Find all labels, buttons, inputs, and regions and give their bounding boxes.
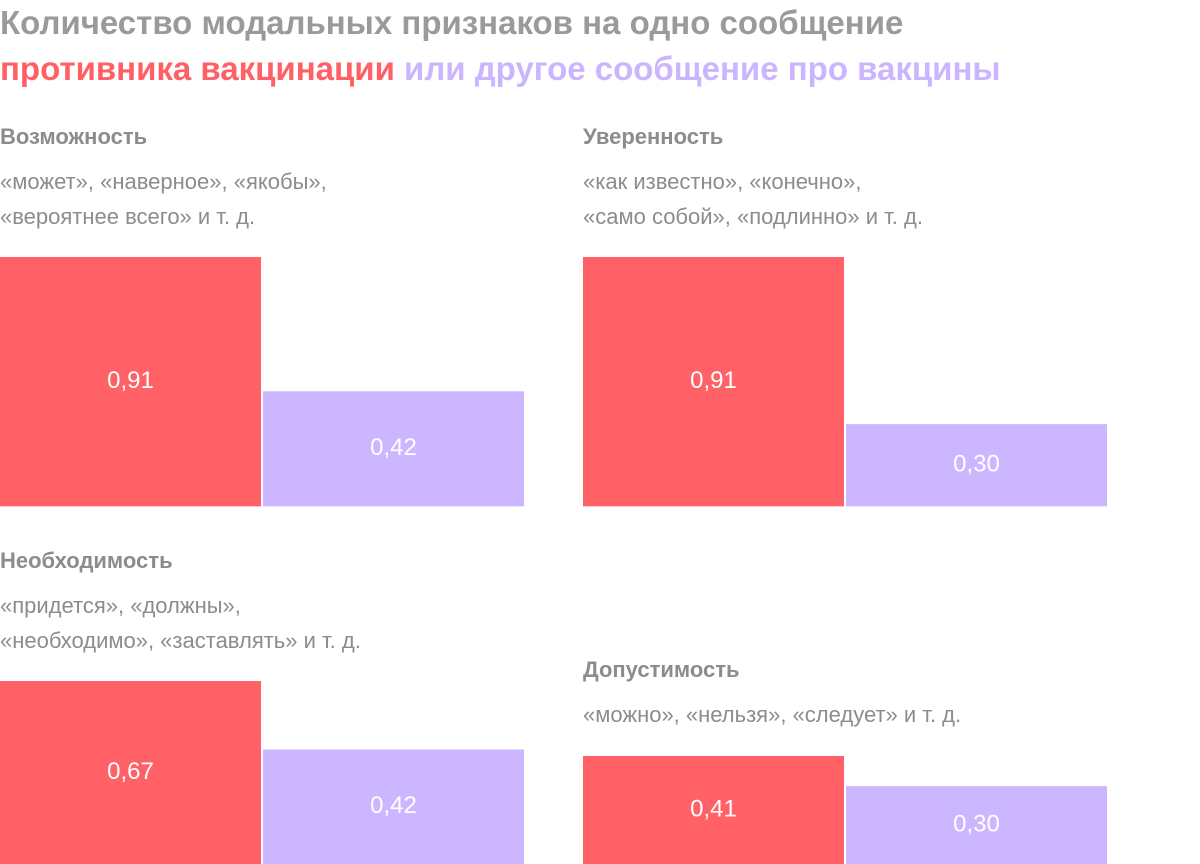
bar-plot-possibility: 0,91 0,42	[0, 257, 524, 507]
examples-line: «может», «наверное», «якобы»,	[0, 169, 327, 194]
examples-line: «само собой», «подлинно» и т. д.	[583, 204, 923, 229]
panel-examples-possibility: «может», «наверное», «якобы», «вероятнее…	[0, 164, 327, 234]
bar-plot-permissibility: 0,41 0,30	[583, 756, 1107, 864]
bar-series-b	[263, 391, 524, 507]
bar-series-b	[846, 786, 1107, 864]
panel-title-possibility: Возможность	[0, 124, 148, 149]
bar-value-label: 0,30	[953, 810, 1000, 837]
examples-line: «необходимо», «заставлять» и т. д.	[0, 628, 361, 653]
bar-series-a	[0, 681, 261, 864]
panel-title-permissibility: Допустимость	[583, 657, 740, 682]
bar-series-b	[263, 749, 524, 864]
bar-series-a	[583, 756, 844, 864]
bar-plot-svg: 0,67 0,42	[0, 681, 524, 864]
bar-value-label: 0,91	[107, 367, 154, 394]
examples-line: «придется», «должны»,	[0, 593, 241, 618]
panel-examples-necessity: «придется», «должны», «необходимо», «зас…	[0, 588, 361, 658]
bar-plot-certainty: 0,91 0,30	[583, 257, 1107, 507]
examples-line: «вероятнее всего» и т. д.	[0, 204, 256, 229]
panel-examples-certainty: «как известно», «конечно», «само собой»,…	[583, 164, 923, 234]
title-line1: Количество модальных признаков на одно с…	[0, 4, 904, 41]
bar-value-label: 0,41	[690, 795, 737, 822]
bar-series-b	[846, 424, 1107, 507]
bar-plot-svg: 0,41 0,30	[583, 756, 1107, 864]
examples-line: «как известно», «конечно»,	[583, 169, 862, 194]
bar-plot-svg: 0,91 0,42	[0, 257, 524, 507]
legend-series-a: противника вакцинации	[0, 50, 395, 87]
examples-line: «можно», «нельзя», «следует» и т. д.	[583, 702, 962, 727]
panel-title-necessity: Необходимость	[0, 548, 173, 573]
bar-value-label: 0,42	[370, 434, 417, 461]
panel-examples-permissibility: «можно», «нельзя», «следует» и т. д.	[583, 697, 961, 732]
chart-title: Количество модальных признаков на одно с…	[0, 0, 1200, 92]
bar-plot-svg: 0,91 0,30	[583, 257, 1107, 507]
legend-series-b: или другое сообщение про вакцины	[404, 50, 1001, 87]
bar-value-label: 0,67	[107, 758, 154, 785]
title-connector	[395, 50, 404, 87]
bar-series-a	[583, 257, 844, 507]
panel-title-certainty: Уверенность	[583, 124, 724, 149]
bar-value-label: 0,30	[953, 451, 1000, 478]
bar-value-label: 0,91	[690, 367, 737, 394]
bar-plot-necessity: 0,67 0,42	[0, 681, 524, 864]
bar-series-a	[0, 257, 261, 507]
bar-value-label: 0,42	[370, 792, 417, 819]
